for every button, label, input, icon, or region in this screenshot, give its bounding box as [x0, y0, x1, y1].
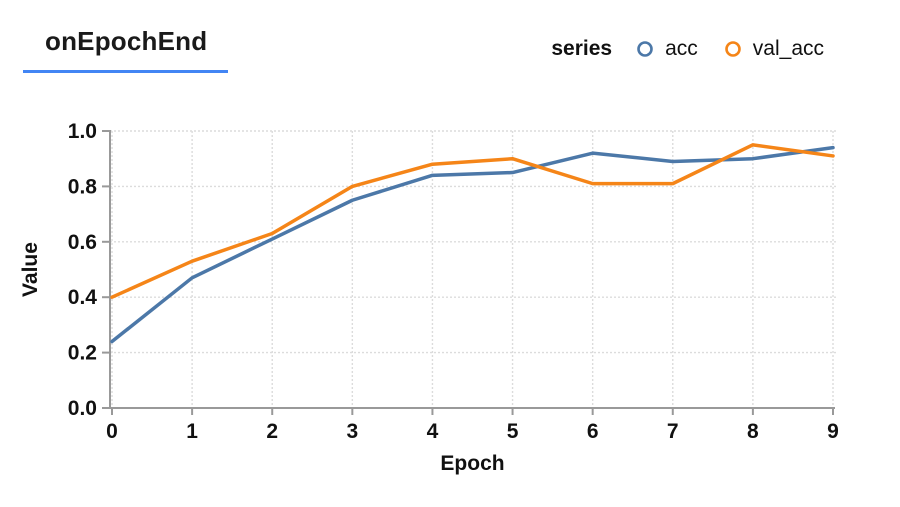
legend-label-acc: acc	[665, 37, 698, 60]
series-line-acc	[110, 145, 835, 344]
series-line-val_acc	[110, 143, 835, 299]
x-tick-label: 7	[667, 420, 679, 443]
page-title: onEpochEnd	[45, 26, 208, 56]
y-tick-label: 0.8	[68, 175, 98, 198]
legend-item-val-acc: val_acc	[724, 37, 824, 61]
x-tick-label: 6	[587, 420, 599, 443]
series-acc-circle-icon	[637, 41, 653, 57]
legend-item-acc: acc	[636, 37, 698, 61]
page-title-underline: onEpochEnd	[23, 26, 228, 73]
y-tick-label: 0.6	[68, 231, 97, 254]
x-tick-label: 0	[106, 420, 118, 443]
y-tick-label: 0.2	[68, 342, 97, 365]
x-tick-label: 8	[747, 420, 759, 443]
x-tick-label: 2	[266, 420, 278, 443]
legend-title: series	[551, 37, 613, 60]
y-tick-label: 0.4	[68, 286, 98, 309]
y-tick-label: 0.0	[68, 397, 97, 420]
series-val-acc-circle-icon	[724, 41, 741, 57]
y-tick-label: 1.0	[68, 120, 97, 143]
x-tick-label: 9	[827, 420, 839, 443]
chart-legend: series acc val_acc	[551, 34, 824, 64]
x-tick-label: 1	[186, 420, 198, 443]
x-tick-label: 5	[507, 420, 519, 443]
y-axis-title: Value	[19, 242, 42, 297]
x-tick-label: 4	[427, 420, 439, 443]
legend-label-val-acc: val_acc	[752, 37, 824, 60]
x-tick-label: 3	[346, 420, 358, 443]
x-axis-title: Epoch	[440, 452, 504, 475]
